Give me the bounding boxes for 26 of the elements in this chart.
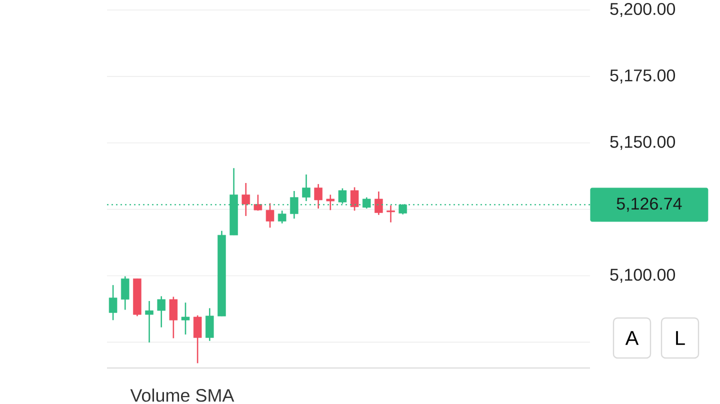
candlestick (242, 182, 250, 217)
candlestick (157, 296, 166, 328)
candlestick (326, 194, 335, 211)
y-tick-label: 5,150.00 (610, 136, 676, 150)
text: A (625, 331, 639, 345)
text: L (676, 331, 685, 345)
candlestick (254, 194, 262, 212)
candlestick (386, 204, 395, 223)
candlestick (314, 183, 322, 210)
candlestick (145, 300, 154, 344)
candlestick (169, 296, 178, 339)
candlestick (181, 302, 190, 336)
y-tick-label: 5,100.00 (610, 268, 676, 283)
candlestick (302, 174, 310, 202)
candlestick (374, 190, 383, 216)
y-tick-label: 5,175.00 (610, 69, 676, 84)
candlestick (108, 284, 118, 321)
candlestick (266, 202, 274, 228)
y-tick-label: 5,200.00 (610, 2, 676, 18)
candlestick (278, 210, 286, 224)
candlestick (206, 308, 214, 342)
candlestick (120, 276, 130, 310)
ref-line-label: 5,126.74 (616, 198, 682, 212)
text: Volume SMA (130, 388, 234, 402)
candlestick (193, 314, 202, 364)
candlestick (350, 186, 359, 212)
